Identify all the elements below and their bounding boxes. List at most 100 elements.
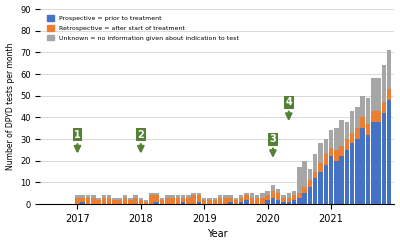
Bar <box>255 196 259 198</box>
Bar <box>138 198 143 200</box>
Bar <box>334 150 338 161</box>
Bar <box>387 100 392 204</box>
Bar <box>318 172 323 204</box>
Bar <box>350 133 354 144</box>
Bar <box>265 196 270 200</box>
Bar <box>286 202 291 204</box>
Bar <box>271 191 275 198</box>
Bar <box>234 198 238 200</box>
Bar <box>255 198 259 204</box>
Bar <box>334 161 338 204</box>
Bar <box>276 189 280 193</box>
Bar <box>112 198 117 200</box>
Bar <box>75 196 80 198</box>
Bar <box>297 167 302 193</box>
Bar <box>366 124 370 135</box>
Bar <box>345 150 349 204</box>
Bar <box>138 200 143 204</box>
Bar <box>218 196 222 198</box>
Bar <box>165 196 170 198</box>
Bar <box>149 193 154 196</box>
Bar <box>228 198 233 202</box>
Bar <box>318 163 323 172</box>
Bar <box>276 193 280 200</box>
Bar <box>260 193 265 198</box>
Bar <box>91 196 96 198</box>
Bar <box>80 202 85 204</box>
Bar <box>350 144 354 204</box>
Bar <box>339 146 344 157</box>
Bar <box>345 122 349 139</box>
Bar <box>281 198 286 202</box>
Bar <box>371 78 376 111</box>
Bar <box>339 157 344 204</box>
Bar <box>123 196 127 198</box>
Bar <box>371 122 376 204</box>
Bar <box>218 198 222 204</box>
Bar <box>160 200 164 204</box>
Bar <box>360 96 365 117</box>
Bar <box>366 98 370 124</box>
Text: 3: 3 <box>270 134 276 156</box>
Bar <box>133 198 138 204</box>
Bar <box>192 196 196 204</box>
Bar <box>244 193 249 196</box>
Bar <box>181 198 185 202</box>
Bar <box>329 148 333 157</box>
Bar <box>128 200 132 204</box>
Bar <box>281 202 286 204</box>
Bar <box>355 139 360 204</box>
Bar <box>265 200 270 204</box>
Bar <box>181 202 185 204</box>
Bar <box>260 198 265 204</box>
Bar <box>350 111 354 133</box>
Bar <box>324 154 328 165</box>
Bar <box>334 128 338 150</box>
Bar <box>324 139 328 154</box>
Bar <box>339 120 344 146</box>
Bar <box>382 102 386 113</box>
Bar <box>302 161 307 187</box>
Bar <box>360 128 365 204</box>
Bar <box>382 113 386 204</box>
Bar <box>212 198 217 200</box>
Bar <box>86 196 90 198</box>
Bar <box>186 196 191 198</box>
Bar <box>376 122 381 204</box>
Bar <box>128 198 132 200</box>
Bar <box>376 111 381 122</box>
Bar <box>271 198 275 204</box>
Bar <box>96 198 101 200</box>
Bar <box>144 202 148 204</box>
Bar <box>102 198 106 204</box>
Bar <box>355 107 360 128</box>
Bar <box>308 187 312 204</box>
Bar <box>75 198 80 204</box>
Bar <box>308 180 312 187</box>
Bar <box>91 198 96 204</box>
Bar <box>86 198 90 204</box>
Bar <box>96 200 101 204</box>
Bar <box>302 187 307 193</box>
Bar <box>286 198 291 202</box>
Bar <box>360 117 365 128</box>
Bar <box>80 198 85 202</box>
Bar <box>170 198 175 204</box>
Bar <box>244 196 249 200</box>
Bar <box>223 196 228 198</box>
Bar <box>297 198 302 204</box>
Bar <box>186 198 191 204</box>
Bar <box>80 196 85 198</box>
Bar <box>118 200 122 204</box>
Bar <box>302 193 307 204</box>
Bar <box>292 196 296 200</box>
Text: 4: 4 <box>286 97 292 119</box>
Bar <box>239 198 244 202</box>
Bar <box>228 202 233 204</box>
Bar <box>107 196 111 198</box>
Bar <box>250 198 254 204</box>
Bar <box>313 178 318 204</box>
Bar <box>154 196 159 202</box>
Bar <box>207 198 212 200</box>
Bar <box>207 200 212 204</box>
